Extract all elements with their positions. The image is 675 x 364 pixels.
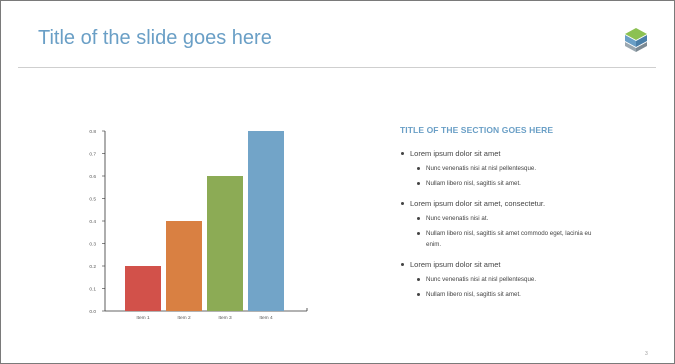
- sub-bullet-item: Nullam libero nisl, sagittis sit amet.: [400, 289, 596, 300]
- y-tick-label: 0.8: [89, 129, 96, 135]
- y-tick-label: 0.5: [89, 196, 96, 202]
- y-tick-label: 0.1: [89, 286, 96, 292]
- slide-title: Title of the slide goes here: [38, 27, 272, 49]
- bar: [125, 266, 161, 311]
- sub-bullet-item: Nunc venenatis nisi at nisl pellentesque…: [400, 163, 596, 174]
- page-number: 3: [645, 351, 648, 357]
- title-divider: [18, 67, 656, 68]
- y-tick-label: 0.4: [89, 219, 96, 225]
- hexagon-cube-logo-icon: [622, 26, 650, 54]
- section-title: TITLE OF THE SECTION GOES HERE: [400, 125, 554, 135]
- bullet-item: Lorem ipsum dolor sit amet: [400, 149, 650, 158]
- x-tick-label: Item 3: [218, 315, 232, 321]
- bar: [248, 131, 284, 311]
- y-tick-label: 0.0: [89, 309, 96, 315]
- bar-chart-svg: 0.0 0.1 0.2 0.3 0.4 0.5 0.6 0.7 0.8 Item 1 Item 2 I…: [89, 129, 308, 321]
- sub-bullet-item: Nullam libero nisl, sagittis sit amet.: [400, 178, 596, 189]
- bullet-item: Lorem ipsum dolor sit amet: [400, 260, 650, 269]
- section-panel: TITLE OF THE SECTION GOES HERE Lorem ips…: [400, 125, 650, 310]
- y-tick-label: 0.3: [89, 241, 96, 247]
- bar-chart: 0.0 0.1 0.2 0.3 0.4 0.5 0.6 0.7 0.8 Item 1 Item 2 I…: [83, 121, 333, 336]
- bullet-group-1: Lorem ipsum dolor sit amet Nunc venenati…: [400, 149, 650, 189]
- x-tick-label: Item 2: [177, 315, 191, 321]
- bar: [166, 221, 202, 311]
- x-tick-label: Item 4: [259, 315, 273, 321]
- x-tick-label: Item 1: [136, 315, 150, 321]
- bar: [207, 176, 243, 311]
- bullet-item: Lorem ipsum dolor sit amet, consectetur.: [400, 199, 650, 208]
- bullet-group-3: Lorem ipsum dolor sit amet Nunc venenati…: [400, 260, 650, 300]
- sub-bullet-item: Nunc venenatis nisi at nisl pellentesque…: [400, 274, 596, 285]
- y-tick-label: 0.7: [89, 151, 96, 157]
- sub-bullet-item: Nullam libero nisl, sagittis sit amet co…: [400, 228, 596, 250]
- bullet-group-2: Lorem ipsum dolor sit amet, consectetur.…: [400, 199, 650, 250]
- y-tick-label: 0.2: [89, 264, 96, 270]
- y-tick-label: 0.6: [89, 174, 96, 180]
- sub-bullet-item: Nunc venenatis nisi at.: [400, 213, 596, 224]
